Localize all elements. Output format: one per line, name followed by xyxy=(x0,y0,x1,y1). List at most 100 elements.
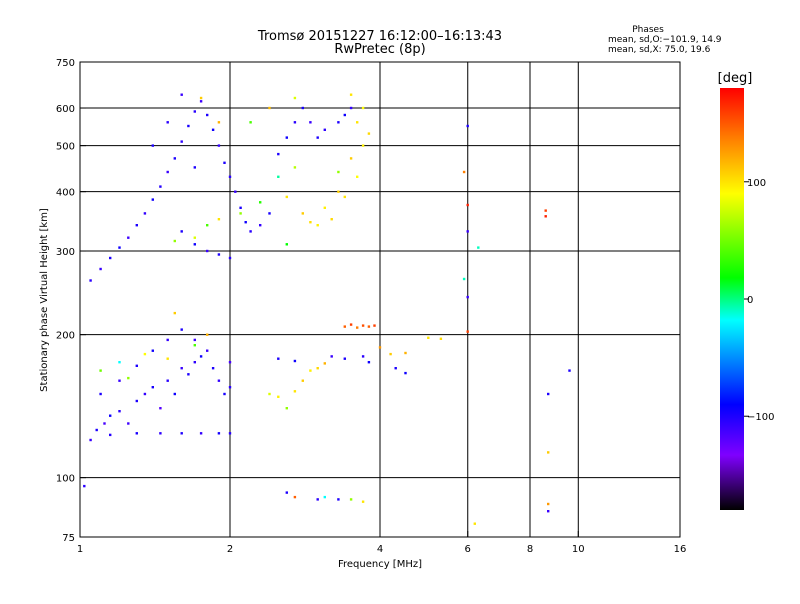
data-point xyxy=(193,236,196,239)
data-point xyxy=(159,185,162,188)
data-point xyxy=(109,433,112,437)
data-point xyxy=(293,96,297,100)
data-point xyxy=(193,243,196,246)
data-point xyxy=(109,256,112,260)
data-point xyxy=(285,407,288,410)
data-point xyxy=(166,170,169,174)
data-point xyxy=(309,369,312,372)
data-point xyxy=(118,410,121,413)
data-point xyxy=(285,136,288,139)
data-point xyxy=(95,428,98,432)
x-axis-label: Frequency [MHz] xyxy=(338,559,422,570)
data-point xyxy=(151,386,154,389)
data-point xyxy=(143,352,147,356)
data-point xyxy=(277,175,280,178)
data-point xyxy=(427,336,430,339)
data-point xyxy=(337,190,340,193)
legend-title: Phases xyxy=(632,25,664,35)
data-point xyxy=(118,246,121,249)
data-point xyxy=(228,175,232,178)
data-point xyxy=(228,432,232,435)
y-tick-label: 400 xyxy=(56,188,75,199)
data-point xyxy=(180,367,183,370)
data-point xyxy=(361,324,365,327)
data-point xyxy=(166,357,169,360)
colorbar-tick-label: 0 xyxy=(747,295,753,306)
data-point xyxy=(343,357,346,360)
data-point xyxy=(544,209,547,212)
data-point xyxy=(217,218,221,221)
data-point xyxy=(337,498,340,501)
data-point xyxy=(301,212,304,215)
data-point xyxy=(343,113,346,117)
data-point xyxy=(228,361,232,364)
data-point xyxy=(343,325,346,328)
colorbar-tick-label: 100 xyxy=(747,178,766,189)
data-point xyxy=(439,337,443,340)
data-point xyxy=(323,128,326,131)
data-point xyxy=(466,295,469,299)
data-point xyxy=(349,93,353,96)
y-tick-label: 300 xyxy=(56,247,75,258)
data-point xyxy=(127,236,130,239)
data-point xyxy=(361,500,365,503)
data-point xyxy=(361,144,365,147)
data-point xyxy=(356,175,359,178)
data-point xyxy=(337,170,340,174)
data-point xyxy=(217,144,221,147)
data-point xyxy=(349,157,353,160)
data-point xyxy=(404,371,407,375)
data-point xyxy=(228,256,232,260)
data-point xyxy=(568,369,571,372)
x-tick-label: 4 xyxy=(377,544,383,555)
data-point xyxy=(316,224,319,227)
data-point xyxy=(206,224,209,227)
data-point xyxy=(285,243,288,246)
x-tick-label: 2 xyxy=(227,544,233,555)
data-point xyxy=(151,198,154,201)
data-point xyxy=(316,136,319,139)
data-point xyxy=(118,379,121,382)
data-point xyxy=(404,351,407,355)
data-point xyxy=(249,121,252,124)
data-point xyxy=(259,201,262,204)
data-point xyxy=(547,392,550,396)
data-point xyxy=(193,166,196,169)
data-point xyxy=(187,124,190,128)
data-point xyxy=(180,140,183,143)
data-point xyxy=(277,152,280,156)
data-point xyxy=(199,432,203,435)
data-point xyxy=(373,324,376,327)
data-point xyxy=(293,495,297,499)
data-point xyxy=(99,267,102,271)
data-point xyxy=(316,367,319,370)
data-point xyxy=(217,379,221,382)
x-tick-label: 1 xyxy=(77,544,83,555)
data-point xyxy=(349,323,353,326)
data-point xyxy=(477,246,480,249)
colorbar-tick-label: −100 xyxy=(747,412,774,423)
data-point xyxy=(217,121,221,124)
data-point xyxy=(206,333,209,336)
data-point xyxy=(99,369,102,372)
data-point xyxy=(127,422,130,425)
data-point xyxy=(367,132,371,135)
data-point xyxy=(544,215,547,218)
data-point xyxy=(173,157,176,160)
data-point xyxy=(151,349,154,352)
x-tick-label: 10 xyxy=(572,544,585,555)
data-point xyxy=(206,249,209,253)
data-point xyxy=(127,376,130,380)
data-point xyxy=(211,367,215,370)
data-points xyxy=(83,93,571,525)
data-point xyxy=(173,392,176,396)
colorbar-label: [deg] xyxy=(718,71,753,86)
data-point xyxy=(173,239,176,243)
data-point xyxy=(166,379,169,382)
x-tick-label: 6 xyxy=(465,544,471,555)
chart-subtitle: RwPretec (8p) xyxy=(334,42,425,57)
legend-x-stats: mean, sd,X: 75.0, 19.6 xyxy=(608,45,711,55)
data-point xyxy=(361,355,365,358)
data-point xyxy=(118,361,121,364)
